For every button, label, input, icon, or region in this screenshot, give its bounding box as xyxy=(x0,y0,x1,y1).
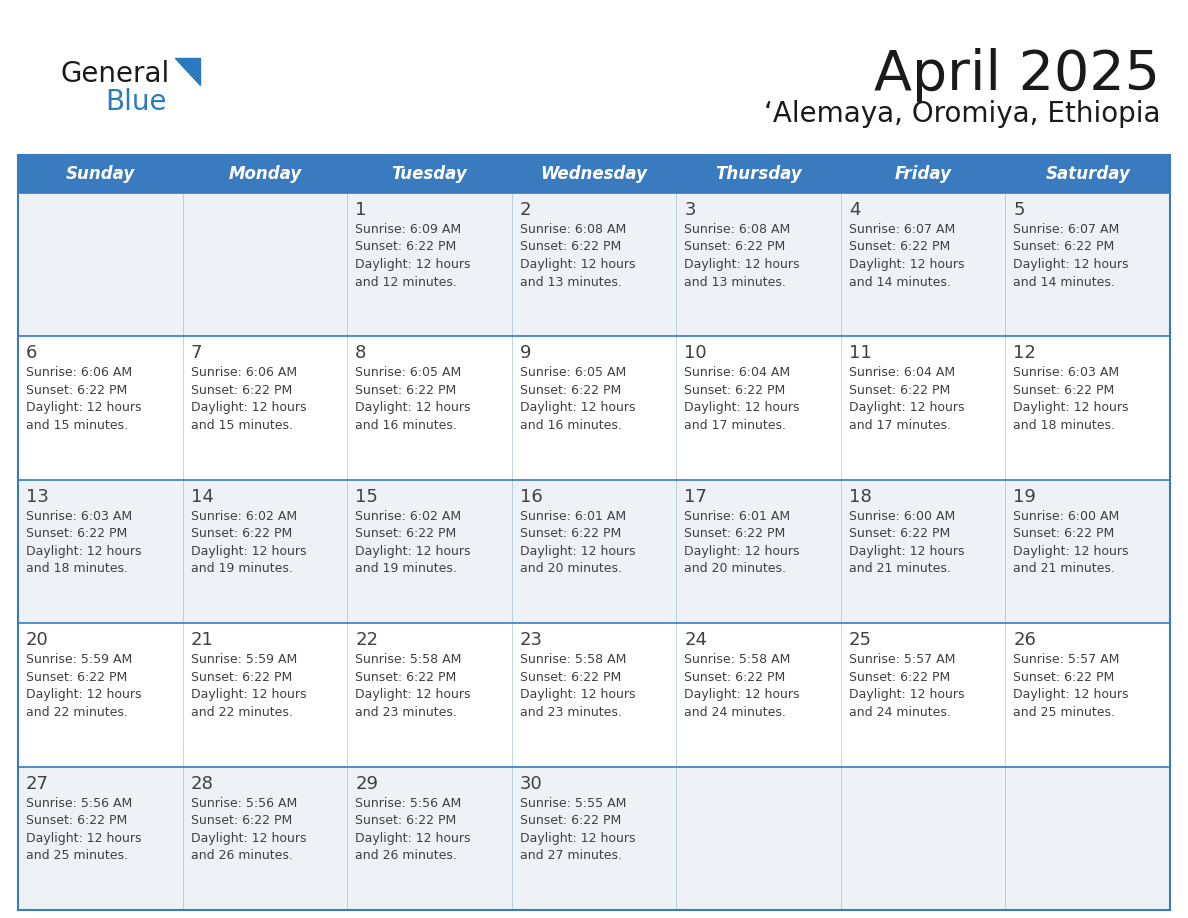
Text: Sunrise: 5:58 AM
Sunset: 6:22 PM
Daylight: 12 hours
and 24 minutes.: Sunrise: 5:58 AM Sunset: 6:22 PM Dayligh… xyxy=(684,654,800,719)
Text: Tuesday: Tuesday xyxy=(392,165,467,183)
Text: Monday: Monday xyxy=(228,165,302,183)
Bar xyxy=(18,155,1170,910)
Text: 3: 3 xyxy=(684,201,696,219)
Text: 20: 20 xyxy=(26,632,49,649)
Text: Sunrise: 5:59 AM
Sunset: 6:22 PM
Daylight: 12 hours
and 22 minutes.: Sunrise: 5:59 AM Sunset: 6:22 PM Dayligh… xyxy=(190,654,307,719)
Text: Sunrise: 5:56 AM
Sunset: 6:22 PM
Daylight: 12 hours
and 26 minutes.: Sunrise: 5:56 AM Sunset: 6:22 PM Dayligh… xyxy=(190,797,307,862)
Text: 11: 11 xyxy=(849,344,872,363)
Text: Sunrise: 5:57 AM
Sunset: 6:22 PM
Daylight: 12 hours
and 24 minutes.: Sunrise: 5:57 AM Sunset: 6:22 PM Dayligh… xyxy=(849,654,965,719)
Bar xyxy=(18,623,1170,767)
Text: 28: 28 xyxy=(190,775,214,792)
Text: Sunrise: 5:55 AM
Sunset: 6:22 PM
Daylight: 12 hours
and 27 minutes.: Sunrise: 5:55 AM Sunset: 6:22 PM Dayligh… xyxy=(519,797,636,862)
Text: Sunrise: 6:00 AM
Sunset: 6:22 PM
Daylight: 12 hours
and 21 minutes.: Sunrise: 6:00 AM Sunset: 6:22 PM Dayligh… xyxy=(849,509,965,576)
Bar xyxy=(18,336,1170,480)
Text: Sunrise: 6:01 AM
Sunset: 6:22 PM
Daylight: 12 hours
and 20 minutes.: Sunrise: 6:01 AM Sunset: 6:22 PM Dayligh… xyxy=(519,509,636,576)
Text: 1: 1 xyxy=(355,201,367,219)
Bar xyxy=(18,767,1170,910)
Text: Thursday: Thursday xyxy=(715,165,802,183)
Text: 10: 10 xyxy=(684,344,707,363)
Bar xyxy=(18,480,1170,623)
Text: 18: 18 xyxy=(849,487,872,506)
Text: 26: 26 xyxy=(1013,632,1036,649)
Text: Sunrise: 6:07 AM
Sunset: 6:22 PM
Daylight: 12 hours
and 14 minutes.: Sunrise: 6:07 AM Sunset: 6:22 PM Dayligh… xyxy=(849,223,965,288)
Text: General: General xyxy=(61,60,169,88)
Text: 25: 25 xyxy=(849,632,872,649)
Text: Sunrise: 6:08 AM
Sunset: 6:22 PM
Daylight: 12 hours
and 13 minutes.: Sunrise: 6:08 AM Sunset: 6:22 PM Dayligh… xyxy=(519,223,636,288)
Text: Sunrise: 6:06 AM
Sunset: 6:22 PM
Daylight: 12 hours
and 15 minutes.: Sunrise: 6:06 AM Sunset: 6:22 PM Dayligh… xyxy=(26,366,141,431)
Text: Sunrise: 5:59 AM
Sunset: 6:22 PM
Daylight: 12 hours
and 22 minutes.: Sunrise: 5:59 AM Sunset: 6:22 PM Dayligh… xyxy=(26,654,141,719)
Text: Sunrise: 6:06 AM
Sunset: 6:22 PM
Daylight: 12 hours
and 15 minutes.: Sunrise: 6:06 AM Sunset: 6:22 PM Dayligh… xyxy=(190,366,307,431)
Text: 13: 13 xyxy=(26,487,49,506)
Text: 2: 2 xyxy=(519,201,531,219)
Text: 22: 22 xyxy=(355,632,378,649)
Polygon shape xyxy=(175,58,200,85)
Text: Sunrise: 6:08 AM
Sunset: 6:22 PM
Daylight: 12 hours
and 13 minutes.: Sunrise: 6:08 AM Sunset: 6:22 PM Dayligh… xyxy=(684,223,800,288)
Text: 4: 4 xyxy=(849,201,860,219)
Text: Sunrise: 6:05 AM
Sunset: 6:22 PM
Daylight: 12 hours
and 16 minutes.: Sunrise: 6:05 AM Sunset: 6:22 PM Dayligh… xyxy=(355,366,470,431)
Text: Sunrise: 6:02 AM
Sunset: 6:22 PM
Daylight: 12 hours
and 19 minutes.: Sunrise: 6:02 AM Sunset: 6:22 PM Dayligh… xyxy=(190,509,307,576)
Text: 6: 6 xyxy=(26,344,37,363)
Text: Friday: Friday xyxy=(895,165,952,183)
Text: Sunrise: 6:09 AM
Sunset: 6:22 PM
Daylight: 12 hours
and 12 minutes.: Sunrise: 6:09 AM Sunset: 6:22 PM Dayligh… xyxy=(355,223,470,288)
Text: Wednesday: Wednesday xyxy=(541,165,647,183)
Text: Sunrise: 6:03 AM
Sunset: 6:22 PM
Daylight: 12 hours
and 18 minutes.: Sunrise: 6:03 AM Sunset: 6:22 PM Dayligh… xyxy=(1013,366,1129,431)
Text: 21: 21 xyxy=(190,632,214,649)
Text: April 2025: April 2025 xyxy=(874,48,1159,102)
Text: Sunrise: 6:00 AM
Sunset: 6:22 PM
Daylight: 12 hours
and 21 minutes.: Sunrise: 6:00 AM Sunset: 6:22 PM Dayligh… xyxy=(1013,509,1129,576)
Text: Sunrise: 5:56 AM
Sunset: 6:22 PM
Daylight: 12 hours
and 26 minutes.: Sunrise: 5:56 AM Sunset: 6:22 PM Dayligh… xyxy=(355,797,470,862)
Text: Sunrise: 5:58 AM
Sunset: 6:22 PM
Daylight: 12 hours
and 23 minutes.: Sunrise: 5:58 AM Sunset: 6:22 PM Dayligh… xyxy=(519,654,636,719)
Text: 17: 17 xyxy=(684,487,707,506)
Text: 9: 9 xyxy=(519,344,531,363)
Text: 27: 27 xyxy=(26,775,49,792)
Text: 23: 23 xyxy=(519,632,543,649)
Text: 29: 29 xyxy=(355,775,378,792)
Text: Sunrise: 6:05 AM
Sunset: 6:22 PM
Daylight: 12 hours
and 16 minutes.: Sunrise: 6:05 AM Sunset: 6:22 PM Dayligh… xyxy=(519,366,636,431)
Text: Sunday: Sunday xyxy=(65,165,135,183)
Text: 16: 16 xyxy=(519,487,543,506)
Text: Sunrise: 5:58 AM
Sunset: 6:22 PM
Daylight: 12 hours
and 23 minutes.: Sunrise: 5:58 AM Sunset: 6:22 PM Dayligh… xyxy=(355,654,470,719)
Text: Sunrise: 6:01 AM
Sunset: 6:22 PM
Daylight: 12 hours
and 20 minutes.: Sunrise: 6:01 AM Sunset: 6:22 PM Dayligh… xyxy=(684,509,800,576)
Text: 15: 15 xyxy=(355,487,378,506)
Text: Sunrise: 6:03 AM
Sunset: 6:22 PM
Daylight: 12 hours
and 18 minutes.: Sunrise: 6:03 AM Sunset: 6:22 PM Dayligh… xyxy=(26,509,141,576)
Text: 14: 14 xyxy=(190,487,214,506)
Text: Sunrise: 5:57 AM
Sunset: 6:22 PM
Daylight: 12 hours
and 25 minutes.: Sunrise: 5:57 AM Sunset: 6:22 PM Dayligh… xyxy=(1013,654,1129,719)
Text: 5: 5 xyxy=(1013,201,1025,219)
Text: 30: 30 xyxy=(519,775,543,792)
Text: 8: 8 xyxy=(355,344,367,363)
Text: 24: 24 xyxy=(684,632,707,649)
Text: Blue: Blue xyxy=(105,88,166,116)
Text: Sunrise: 6:04 AM
Sunset: 6:22 PM
Daylight: 12 hours
and 17 minutes.: Sunrise: 6:04 AM Sunset: 6:22 PM Dayligh… xyxy=(849,366,965,431)
Text: Sunrise: 6:02 AM
Sunset: 6:22 PM
Daylight: 12 hours
and 19 minutes.: Sunrise: 6:02 AM Sunset: 6:22 PM Dayligh… xyxy=(355,509,470,576)
Text: 12: 12 xyxy=(1013,344,1036,363)
Text: Sunrise: 5:56 AM
Sunset: 6:22 PM
Daylight: 12 hours
and 25 minutes.: Sunrise: 5:56 AM Sunset: 6:22 PM Dayligh… xyxy=(26,797,141,862)
Text: Saturday: Saturday xyxy=(1045,165,1130,183)
Text: 19: 19 xyxy=(1013,487,1036,506)
Bar xyxy=(18,193,1170,336)
Bar xyxy=(18,155,1170,193)
Text: 7: 7 xyxy=(190,344,202,363)
Text: Sunrise: 6:04 AM
Sunset: 6:22 PM
Daylight: 12 hours
and 17 minutes.: Sunrise: 6:04 AM Sunset: 6:22 PM Dayligh… xyxy=(684,366,800,431)
Text: Sunrise: 6:07 AM
Sunset: 6:22 PM
Daylight: 12 hours
and 14 minutes.: Sunrise: 6:07 AM Sunset: 6:22 PM Dayligh… xyxy=(1013,223,1129,288)
Text: ‘Alemaya, Oromiya, Ethiopia: ‘Alemaya, Oromiya, Ethiopia xyxy=(764,100,1159,128)
